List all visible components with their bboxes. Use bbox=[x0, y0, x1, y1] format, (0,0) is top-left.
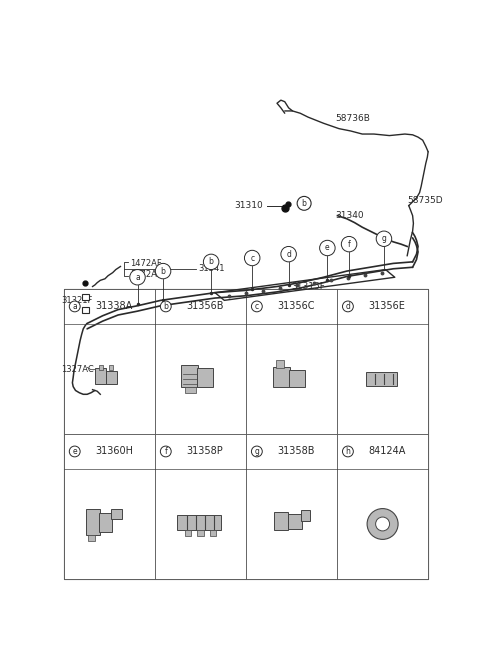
Bar bbox=[337, 434, 428, 579]
Bar bbox=[275, 512, 288, 530]
Text: 1472AF: 1472AF bbox=[130, 259, 161, 268]
Bar bbox=[197, 530, 204, 536]
Text: 31341: 31341 bbox=[198, 264, 225, 273]
Text: 58735D: 58735D bbox=[407, 196, 443, 205]
Circle shape bbox=[343, 446, 353, 457]
Circle shape bbox=[252, 301, 262, 312]
Bar bbox=[197, 368, 213, 386]
Text: g: g bbox=[254, 447, 259, 456]
Bar bbox=[96, 368, 106, 384]
Text: 31356E: 31356E bbox=[369, 301, 406, 311]
Bar bbox=[301, 510, 310, 521]
Circle shape bbox=[204, 254, 219, 270]
Bar bbox=[106, 371, 117, 384]
Text: a: a bbox=[135, 272, 140, 282]
Circle shape bbox=[341, 236, 357, 252]
Bar bbox=[108, 365, 113, 369]
Bar bbox=[64, 289, 428, 579]
Circle shape bbox=[376, 517, 390, 531]
Circle shape bbox=[156, 263, 171, 279]
Text: 31340: 31340 bbox=[335, 211, 364, 220]
Bar bbox=[83, 294, 89, 301]
Text: c: c bbox=[255, 302, 259, 311]
Text: b: b bbox=[163, 302, 168, 311]
Text: 31356B: 31356B bbox=[186, 301, 224, 311]
Text: 1327AC: 1327AC bbox=[61, 365, 94, 374]
Text: f: f bbox=[348, 240, 350, 249]
Text: g: g bbox=[382, 234, 386, 243]
Text: d: d bbox=[346, 302, 350, 311]
Bar bbox=[276, 360, 284, 368]
Circle shape bbox=[320, 240, 335, 255]
Text: 84124A: 84124A bbox=[369, 447, 406, 457]
Text: e: e bbox=[72, 447, 77, 456]
Text: 31358B: 31358B bbox=[277, 447, 315, 457]
Bar bbox=[246, 434, 337, 579]
Circle shape bbox=[160, 301, 171, 312]
Bar bbox=[99, 514, 112, 532]
Circle shape bbox=[252, 446, 262, 457]
Bar bbox=[366, 372, 396, 386]
Text: d: d bbox=[286, 250, 291, 259]
Bar bbox=[177, 515, 221, 530]
Circle shape bbox=[160, 446, 171, 457]
Bar bbox=[337, 289, 428, 434]
Bar bbox=[185, 530, 191, 536]
Circle shape bbox=[376, 231, 392, 246]
Bar bbox=[155, 289, 246, 434]
Text: 31356C: 31356C bbox=[277, 301, 315, 311]
Circle shape bbox=[69, 446, 80, 457]
Bar bbox=[246, 289, 337, 434]
Text: f: f bbox=[165, 447, 167, 456]
Bar bbox=[86, 508, 100, 534]
Text: h: h bbox=[346, 447, 350, 456]
Text: c: c bbox=[250, 253, 254, 263]
Text: 1472AF: 1472AF bbox=[130, 271, 161, 280]
Circle shape bbox=[69, 301, 80, 312]
Circle shape bbox=[367, 508, 398, 539]
Bar bbox=[185, 386, 196, 393]
Circle shape bbox=[343, 301, 353, 312]
Text: 31338A: 31338A bbox=[96, 301, 132, 311]
Bar bbox=[210, 530, 216, 536]
Text: 31321F: 31321F bbox=[61, 296, 93, 305]
Circle shape bbox=[130, 270, 145, 285]
Bar bbox=[273, 367, 290, 386]
Bar bbox=[289, 369, 305, 386]
Bar bbox=[64, 434, 155, 579]
Circle shape bbox=[281, 246, 296, 262]
Text: 31360H: 31360H bbox=[95, 447, 133, 457]
Text: 58736B: 58736B bbox=[335, 114, 370, 123]
Bar bbox=[155, 434, 246, 579]
Text: e: e bbox=[325, 244, 330, 252]
Bar bbox=[98, 365, 103, 369]
Bar bbox=[111, 508, 122, 519]
Bar bbox=[288, 514, 301, 529]
Text: b: b bbox=[161, 267, 166, 276]
Bar bbox=[181, 365, 198, 386]
Text: 31358P: 31358P bbox=[187, 447, 223, 457]
Bar bbox=[64, 289, 155, 434]
Bar bbox=[83, 307, 89, 312]
Text: b: b bbox=[209, 257, 214, 267]
Bar bbox=[88, 534, 96, 541]
Text: b: b bbox=[302, 199, 307, 208]
Text: 31315F: 31315F bbox=[291, 282, 325, 291]
Circle shape bbox=[244, 250, 260, 266]
Text: 31310: 31310 bbox=[234, 201, 263, 210]
Text: a: a bbox=[72, 302, 77, 311]
